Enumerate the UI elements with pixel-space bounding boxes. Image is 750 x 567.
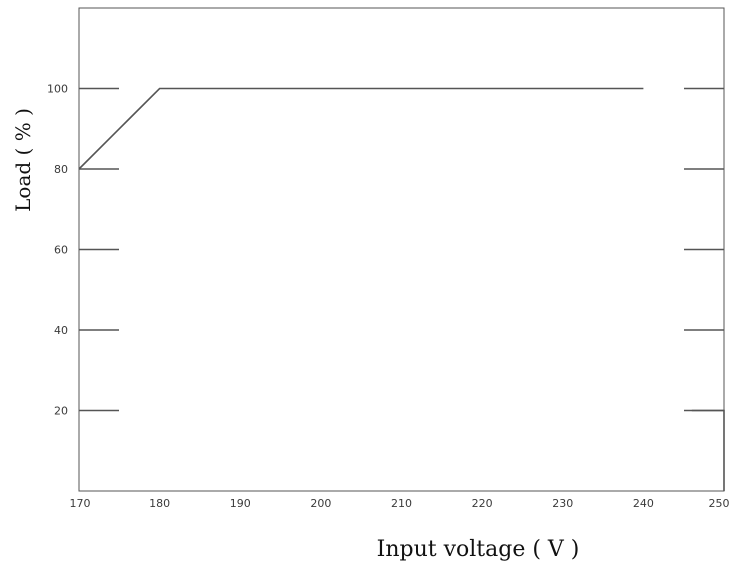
x-tick-labels: 170 180 190 200 210 220 230 240 250 xyxy=(70,497,730,510)
x-tick-label: 220 xyxy=(472,497,493,510)
y-tick-label: 80 xyxy=(54,163,68,176)
x-tick-label: 180 xyxy=(149,497,170,510)
series-line-2 xyxy=(691,409,725,491)
x-axis-title: Input voltage ( V ) xyxy=(377,537,580,562)
y-axis-title: Load ( % ) xyxy=(11,108,35,212)
x-tick-label: 170 xyxy=(70,497,91,510)
series-line-1 xyxy=(78,87,644,170)
x-tick-label: 230 xyxy=(552,497,573,510)
series-lines xyxy=(78,87,725,491)
x-tick-label: 240 xyxy=(633,497,654,510)
x-tick-label: 250 xyxy=(709,497,730,510)
y-tick-labels: 20 40 60 80 100 xyxy=(47,83,68,418)
x-tick-label: 200 xyxy=(310,497,331,510)
x-tick-label: 210 xyxy=(391,497,412,510)
y-tick-label: 20 xyxy=(54,405,68,418)
y-tick-label: 100 xyxy=(47,83,68,96)
x-tick-label: 190 xyxy=(230,497,251,510)
y-tick-label: 60 xyxy=(54,244,68,257)
tick-stubs xyxy=(79,87,724,412)
y-tick-label: 40 xyxy=(54,324,68,337)
plot-frame xyxy=(78,7,725,492)
